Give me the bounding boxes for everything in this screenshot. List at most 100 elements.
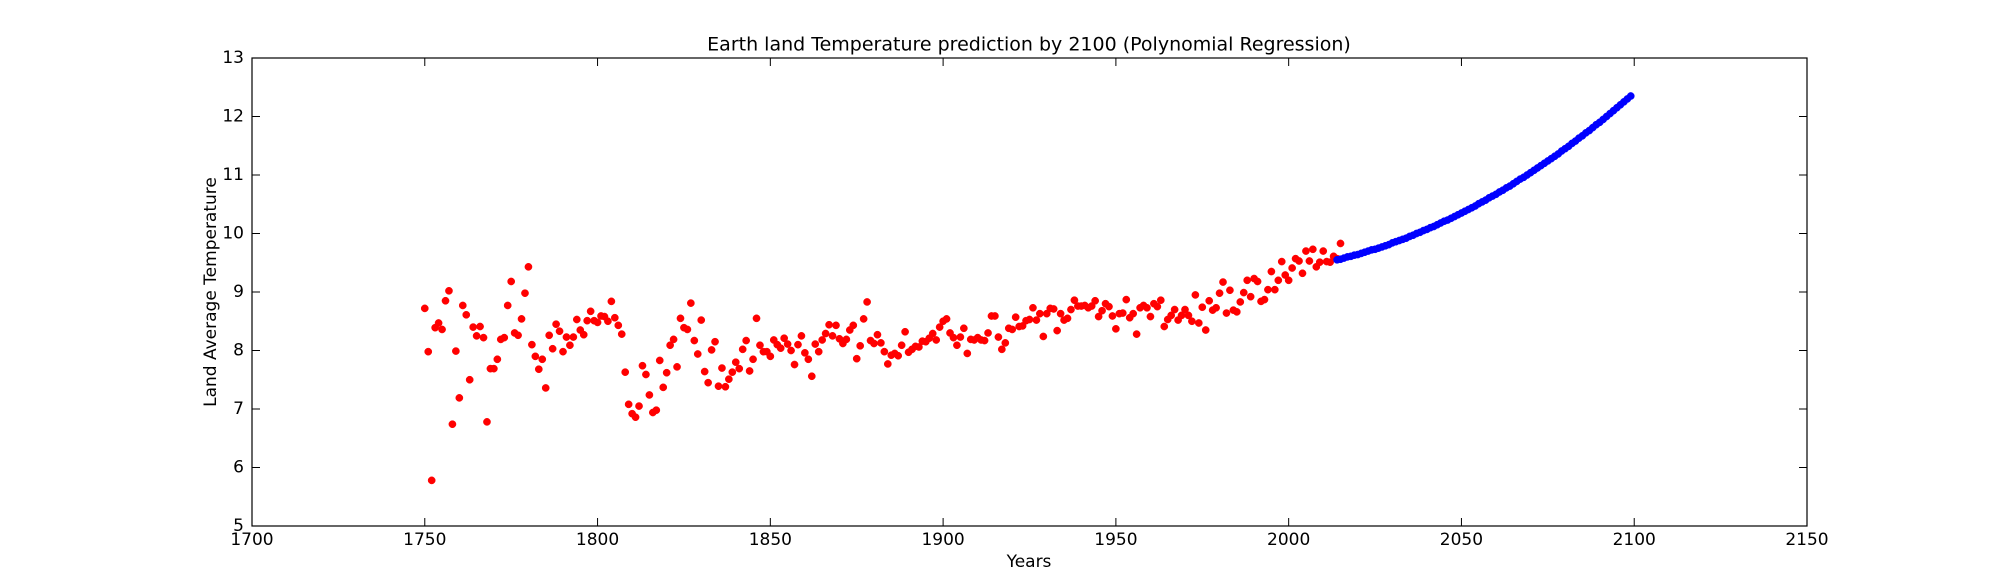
data-point bbox=[490, 364, 498, 373]
data-point bbox=[562, 333, 571, 341]
data-point bbox=[991, 312, 999, 320]
data-point bbox=[479, 333, 488, 342]
data-point bbox=[538, 355, 547, 364]
data-point bbox=[1194, 319, 1203, 327]
data-point bbox=[673, 363, 681, 371]
data-point bbox=[514, 331, 522, 340]
data-point bbox=[583, 316, 592, 325]
data-point bbox=[818, 336, 827, 344]
data-point bbox=[842, 335, 851, 344]
data-point bbox=[579, 330, 588, 339]
data-point bbox=[483, 418, 491, 426]
data-point bbox=[1302, 247, 1310, 255]
data-point bbox=[738, 345, 747, 354]
data-point bbox=[1284, 276, 1293, 285]
data-point bbox=[503, 301, 512, 310]
x-tick-label: 1950 bbox=[1094, 530, 1137, 550]
data-point bbox=[963, 349, 972, 358]
data-point bbox=[1122, 295, 1131, 304]
data-point bbox=[1270, 285, 1279, 294]
data-point bbox=[801, 348, 809, 357]
data-point bbox=[998, 345, 1006, 354]
data-point bbox=[1198, 303, 1207, 312]
data-point bbox=[1288, 264, 1296, 272]
data-point bbox=[783, 340, 792, 348]
data-point bbox=[593, 318, 602, 327]
data-point bbox=[1298, 269, 1307, 278]
y-axis-label: Land Average Temperature bbox=[201, 177, 221, 407]
data-point bbox=[545, 331, 554, 340]
data-point bbox=[693, 350, 702, 358]
data-point bbox=[849, 321, 858, 330]
data-point bbox=[1188, 317, 1196, 326]
data-point bbox=[441, 296, 450, 305]
x-tick-label: 2150 bbox=[1785, 530, 1828, 550]
data-point bbox=[742, 336, 750, 345]
data-point bbox=[690, 336, 699, 345]
data-point bbox=[1205, 296, 1214, 305]
data-point bbox=[790, 360, 799, 369]
data-point bbox=[704, 378, 712, 387]
data-point bbox=[552, 320, 560, 329]
data-point bbox=[859, 315, 868, 323]
data-point bbox=[1243, 276, 1252, 285]
data-point bbox=[1201, 326, 1210, 334]
data-point bbox=[507, 277, 516, 286]
data-point bbox=[1001, 339, 1010, 347]
data-point bbox=[863, 298, 871, 306]
data-point bbox=[655, 356, 664, 365]
data-point bbox=[870, 339, 878, 348]
data-point bbox=[521, 289, 529, 298]
data-point bbox=[994, 333, 1003, 341]
data-point bbox=[500, 333, 509, 342]
data-point bbox=[1105, 302, 1113, 311]
data-point bbox=[776, 344, 785, 353]
data-point bbox=[607, 297, 616, 306]
data-point bbox=[687, 299, 695, 307]
data-point bbox=[731, 358, 740, 367]
data-point bbox=[1260, 295, 1269, 304]
data-point bbox=[669, 335, 678, 344]
data-point bbox=[469, 323, 478, 331]
data-point bbox=[1219, 278, 1227, 286]
data-point bbox=[452, 347, 460, 355]
data-point bbox=[959, 324, 968, 333]
data-point bbox=[901, 327, 909, 336]
data-point bbox=[566, 341, 574, 350]
x-axis-label: Years bbox=[1006, 552, 1052, 572]
data-point bbox=[455, 394, 464, 402]
data-point bbox=[1277, 257, 1286, 266]
data-point bbox=[1143, 303, 1151, 312]
x-tick-label: 2100 bbox=[1613, 530, 1656, 550]
y-tick-label: 8 bbox=[233, 341, 244, 361]
data-point bbox=[1112, 325, 1120, 333]
y-tick-label: 12 bbox=[222, 107, 244, 127]
data-point bbox=[458, 301, 467, 310]
data-point bbox=[1129, 309, 1138, 318]
data-point bbox=[635, 402, 643, 410]
y-tick-label: 13 bbox=[222, 48, 244, 68]
data-point bbox=[434, 319, 443, 327]
data-point bbox=[811, 340, 820, 348]
data-point bbox=[1181, 305, 1189, 314]
data-point bbox=[610, 313, 619, 322]
data-point bbox=[877, 339, 885, 347]
data-point bbox=[472, 332, 481, 340]
data-point bbox=[1094, 312, 1103, 321]
data-point bbox=[756, 341, 764, 350]
data-point bbox=[617, 330, 626, 338]
x-tick-label: 1750 bbox=[403, 530, 446, 550]
data-point bbox=[1184, 311, 1193, 320]
data-point bbox=[814, 347, 823, 356]
data-point bbox=[1132, 330, 1141, 338]
data-point bbox=[638, 361, 647, 370]
data-point bbox=[949, 333, 958, 342]
data-point bbox=[493, 355, 502, 364]
data-point bbox=[1336, 239, 1345, 248]
data-point bbox=[1315, 258, 1324, 267]
data-point bbox=[1156, 296, 1165, 305]
data-point bbox=[1626, 92, 1635, 100]
data-point bbox=[856, 341, 865, 350]
x-tick-label: 1900 bbox=[921, 530, 964, 550]
